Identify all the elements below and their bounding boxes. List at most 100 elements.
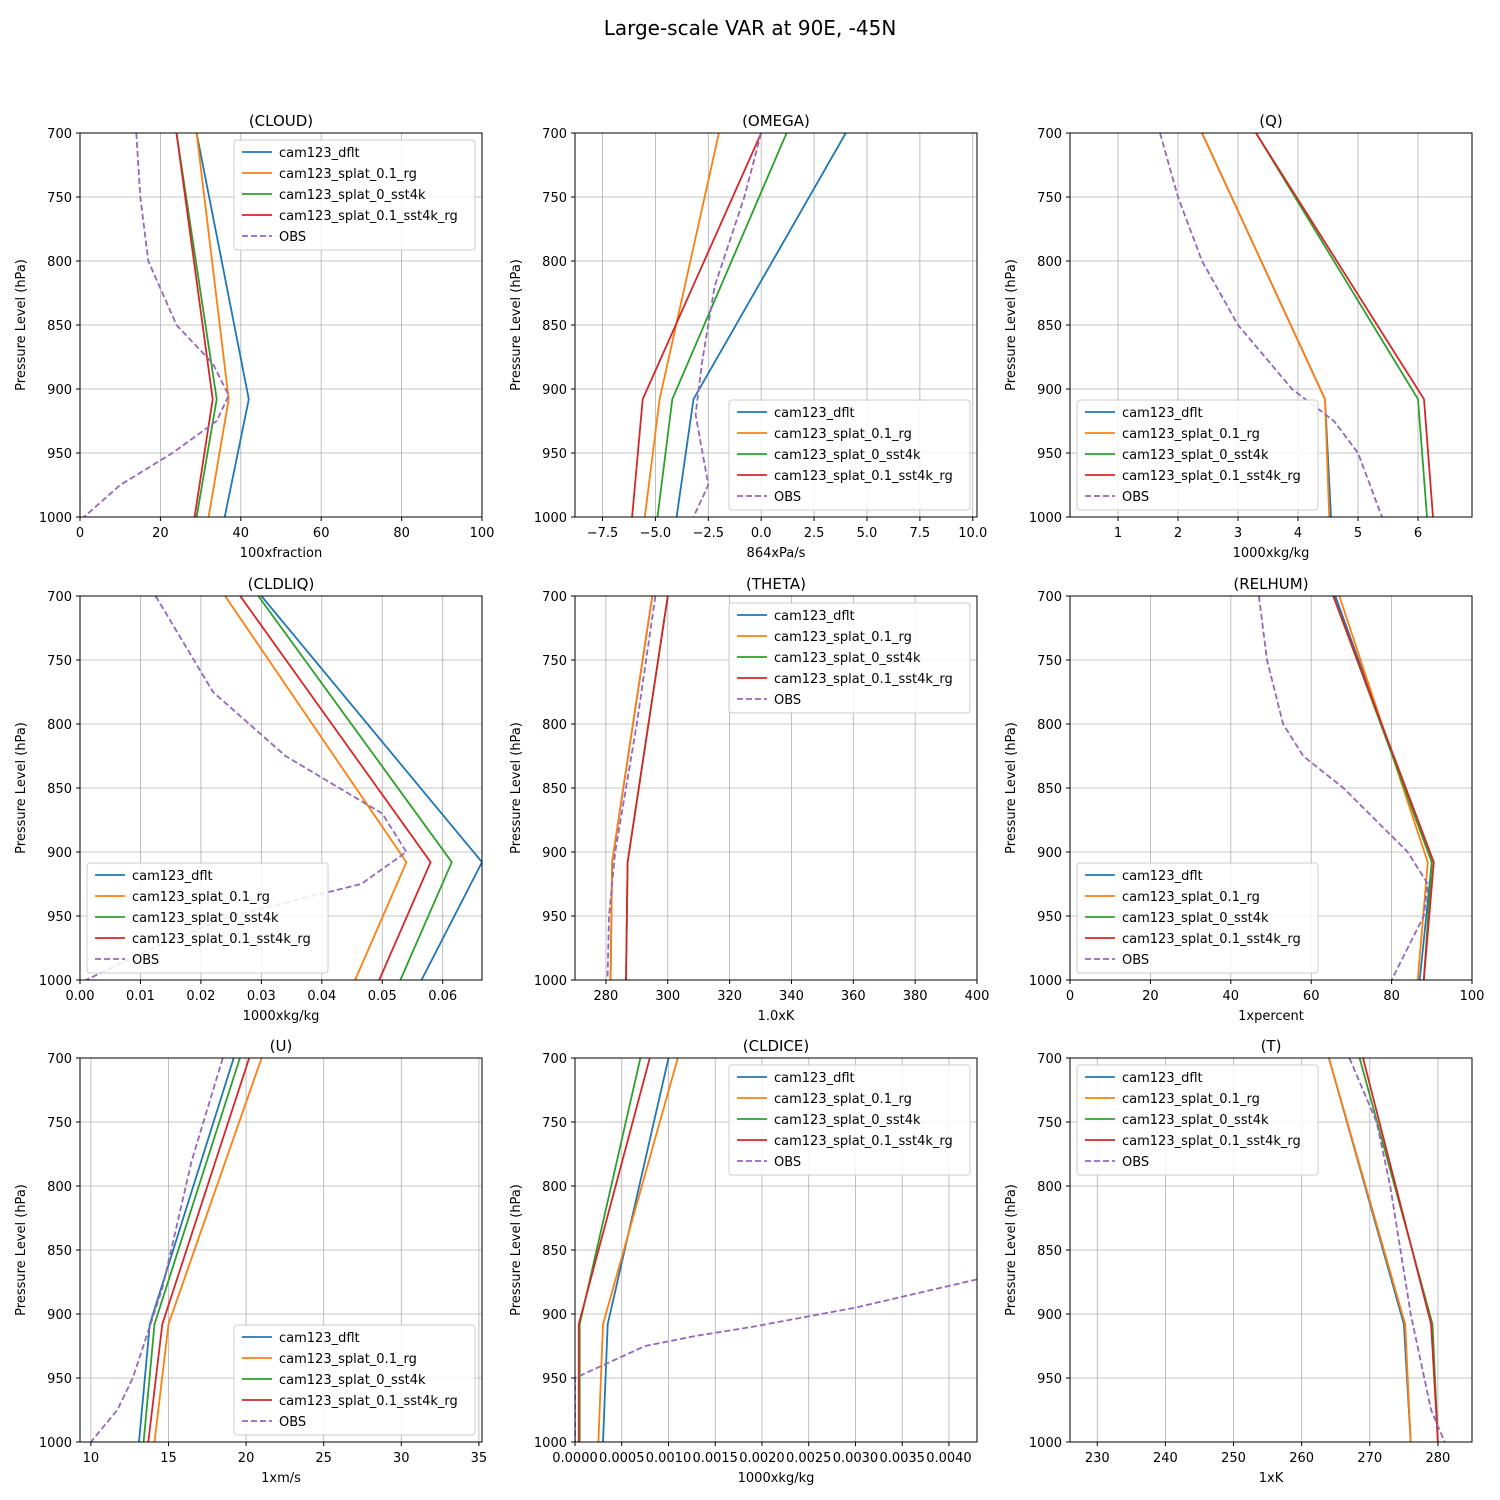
y-tick-label: 700 — [47, 127, 72, 142]
series-line-cam123_splat_0.1_rg — [1338, 596, 1429, 980]
series-group — [1328, 1058, 1446, 1442]
series-line-cam123_dflt — [675, 133, 847, 517]
y-tick-label: 950 — [47, 447, 72, 462]
x-tick-label: 0.06 — [428, 989, 457, 1004]
y-tick-label: 950 — [542, 910, 567, 925]
legend-label: OBS — [774, 693, 801, 708]
y-tick-label: 950 — [47, 910, 72, 925]
series-line-cam123_splat_0.1_sst4k_rg — [577, 1058, 651, 1442]
x-tick-label: 7.5 — [910, 526, 931, 541]
legend: cam123_dflt cam123_splat_0.1_rg cam123_spl… — [728, 602, 971, 714]
x-tick-label: 0.0040 — [926, 1451, 972, 1466]
legend-label: cam123_splat_0.1_rg — [1122, 427, 1260, 442]
x-tick-label: 30 — [393, 1451, 410, 1466]
series-line-cam123_splat_0.1_sst4k_rg — [147, 1058, 251, 1442]
x-axis-label: 1.0xK — [758, 1009, 795, 1024]
y-tick-label: 800 — [542, 1180, 567, 1195]
y-tick-label: 800 — [542, 718, 567, 733]
x-tick-label: 0.0 — [751, 526, 772, 541]
y-tick-label: 700 — [542, 1052, 567, 1067]
y-tick-label: 1000 — [1029, 511, 1062, 526]
x-tick-label: 80 — [1383, 989, 1400, 1004]
legend-label: cam123_dflt — [1122, 869, 1203, 884]
x-axis-label: 1000xkg/kg — [243, 1009, 320, 1024]
x-tick-label: 250 — [1221, 1451, 1246, 1466]
y-tick-label: 950 — [542, 447, 567, 462]
series-line-OBS — [1258, 596, 1429, 980]
legend-box — [728, 1064, 971, 1176]
legend-box — [233, 139, 476, 251]
x-tick-label: 25 — [315, 1451, 332, 1466]
y-tick-label: 800 — [542, 255, 567, 270]
y-tick-label: 900 — [1037, 383, 1062, 398]
x-axis-label: 1000xkg/kg — [738, 1471, 815, 1486]
x-tick-label: 0.00 — [66, 989, 95, 1004]
y-tick-label: 700 — [542, 590, 567, 605]
x-axis-label: 1xm/s — [261, 1471, 301, 1486]
legend-box — [728, 399, 971, 511]
x-tick-label: 5.0 — [857, 526, 878, 541]
x-tick-label: 270 — [1357, 1451, 1382, 1466]
legend-label: cam123_splat_0.1_sst4k_rg — [774, 1134, 953, 1149]
y-tick-label: 750 — [542, 654, 567, 669]
y-tick-label: 800 — [1037, 718, 1062, 733]
subplot-title: (Q) — [1259, 112, 1283, 130]
x-tick-label: 0.04 — [307, 989, 336, 1004]
series-group — [90, 1058, 263, 1442]
subplot-cldice: 0.0000 0.0005 0.0010 0.0015 0.0020 0.0025 0.00… — [509, 1037, 978, 1486]
y-tick-label: 900 — [542, 846, 567, 861]
y-tick-label: 900 — [47, 1308, 72, 1323]
x-tick-label: 3 — [1234, 526, 1242, 541]
y-tick-label: 700 — [47, 590, 72, 605]
x-tick-label: 340 — [779, 989, 804, 1004]
y-axis-label: Pressure Level (hPa) — [509, 259, 524, 391]
x-tick-label: 230 — [1085, 1451, 1110, 1466]
series-line-cam123_splat_0.1_rg — [609, 596, 654, 980]
x-tick-label: 6 — [1414, 526, 1422, 541]
y-tick-label: 750 — [47, 654, 72, 669]
x-tick-label: 2.5 — [804, 526, 825, 541]
series-line-cam123_dflt — [138, 1058, 235, 1442]
y-tick-label: 900 — [47, 846, 72, 861]
x-axis-label: 1xK — [1259, 1471, 1284, 1486]
legend-label: cam123_dflt — [1122, 1071, 1203, 1086]
x-tick-label: 0.0020 — [739, 1451, 785, 1466]
x-tick-label: 100 — [470, 526, 495, 541]
x-tick-label: 0.0035 — [879, 1451, 925, 1466]
legend-label: cam123_splat_0.1_rg — [1122, 1092, 1260, 1107]
legend-label: cam123_dflt — [279, 1331, 360, 1346]
y-tick-label: 850 — [47, 782, 72, 797]
x-tick-label: 280 — [1426, 1451, 1451, 1466]
y-tick-label: 700 — [542, 127, 567, 142]
legend-box — [1076, 399, 1319, 511]
series-line-cam123_splat_0_sst4k — [578, 1058, 642, 1442]
series-line-cam123_splat_0.1_rg — [153, 1058, 263, 1442]
x-tick-label: 240 — [1153, 1451, 1178, 1466]
x-tick-label: 0.01 — [126, 989, 155, 1004]
series-line-cam123_splat_0.1_sst4k_rg — [1332, 596, 1435, 980]
y-tick-label: 800 — [47, 1180, 72, 1195]
y-tick-label: 1000 — [534, 974, 567, 989]
series-group — [1159, 133, 1434, 517]
series-line-cam123_splat_0_sst4k — [175, 133, 218, 517]
legend-label: cam123_splat_0.1_sst4k_rg — [279, 209, 458, 224]
y-tick-label: 1000 — [39, 511, 72, 526]
x-tick-label: −5.0 — [640, 526, 672, 541]
y-tick-label: 1000 — [1029, 974, 1062, 989]
x-tick-label: 0.02 — [186, 989, 215, 1004]
series-line-cam123_splat_0.1_rg — [597, 1058, 679, 1442]
legend-label: cam123_splat_0.1_rg — [774, 427, 912, 442]
y-tick-label: 950 — [542, 1372, 567, 1387]
series-line-cam123_dflt — [260, 596, 482, 980]
legend-label: cam123_splat_0.1_sst4k_rg — [279, 1394, 458, 1409]
series-group — [606, 596, 669, 980]
y-tick-label: 850 — [542, 319, 567, 334]
y-tick-label: 950 — [1037, 1372, 1062, 1387]
x-tick-label: 0.0025 — [786, 1451, 832, 1466]
legend-box — [233, 1324, 476, 1436]
legend-label: cam123_splat_0.1_rg — [279, 1352, 417, 1367]
subplot-omega: −7.5 −5.0 −2.5 0.0 2.5 5.0 7.5 10.0 700 750 800 850… — [509, 112, 987, 561]
y-tick-label: 950 — [1037, 910, 1062, 925]
x-axis-label: 1000xkg/kg — [1233, 546, 1310, 561]
y-axis-label: Pressure Level (hPa) — [1004, 722, 1019, 854]
